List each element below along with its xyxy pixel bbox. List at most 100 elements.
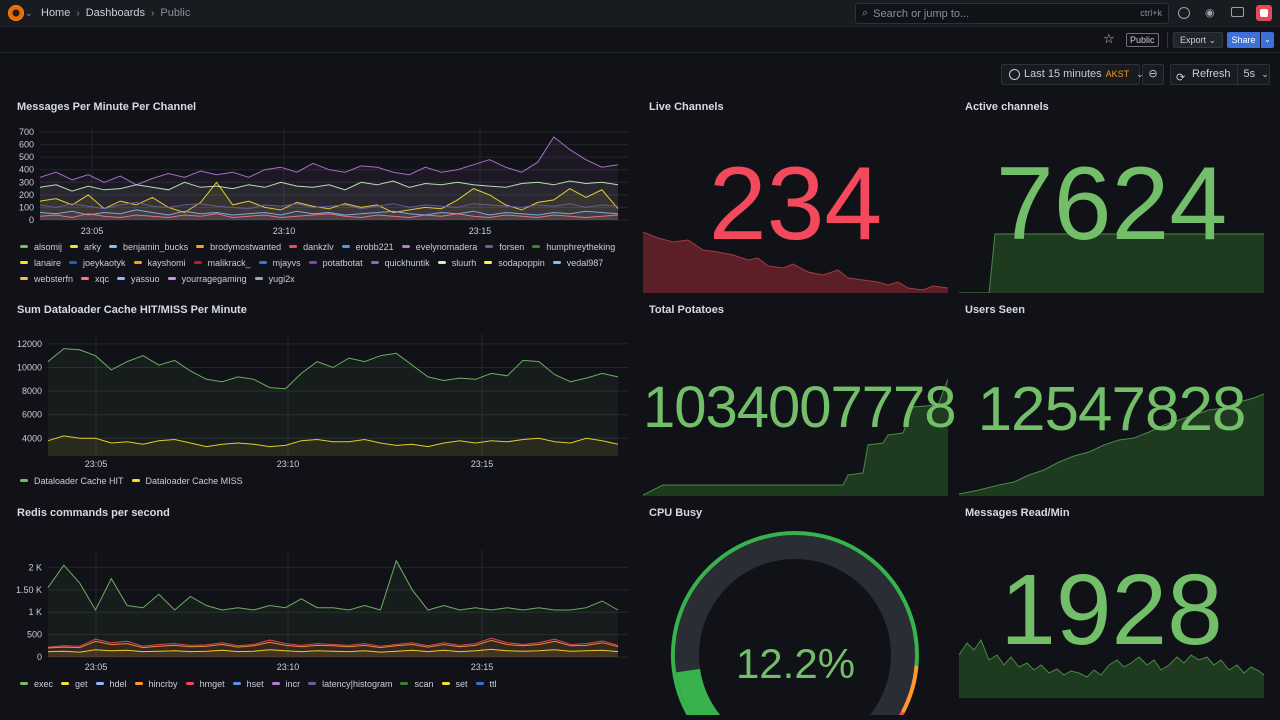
series-line <box>47 637 619 648</box>
panel-title-cpu-busy[interactable]: CPU Busy <box>649 507 703 519</box>
breadcrumb-dashboards[interactable]: Dashboards <box>85 7 146 19</box>
legend-label: get <box>75 678 88 689</box>
messages-read-sparkline <box>959 638 1264 698</box>
time-range-picker[interactable]: Last 15 minutes AKST ⌄ <box>1001 64 1144 85</box>
panel-title-redis[interactable]: Redis commands per second <box>17 507 170 519</box>
chevron-down-icon: ⌄ <box>1136 69 1144 79</box>
legend-item[interactable]: dankzlv <box>289 241 334 252</box>
messages-per-minute-chart[interactable]: 700 600 500 400 300 200 100 0 23:05 23:10 23:15 <box>0 125 630 235</box>
y-tick-label: 2 K <box>28 562 42 572</box>
panel-title-active-channels[interactable]: Active channels <box>965 101 1049 113</box>
grafana-logo-icon[interactable] <box>8 5 24 21</box>
series-area <box>40 209 618 220</box>
legend-item[interactable]: quickhuntik <box>370 257 430 268</box>
legend-item[interactable]: yassuo <box>117 273 160 284</box>
legend-item[interactable]: arky <box>70 241 101 252</box>
legend-swatch <box>258 261 267 264</box>
star-icon[interactable]: ☆ <box>1103 31 1115 46</box>
legend-label: yugi2x <box>268 273 295 284</box>
legend-swatch <box>20 479 28 482</box>
panel-title-dataloader[interactable]: Sum Dataloader Cache HIT/MISS Per Minute <box>17 304 247 316</box>
panel-title-messages-read[interactable]: Messages Read/Min <box>965 507 1070 519</box>
legend-item[interactable]: latency|histogram <box>308 678 392 689</box>
legend-item[interactable]: Dataloader Cache MISS <box>131 475 243 486</box>
series-line <box>39 209 619 216</box>
legend-item[interactable]: yourragegaming <box>167 273 247 284</box>
public-badge: Public <box>1126 33 1159 47</box>
legend-label: yassuo <box>131 273 160 284</box>
legend-item[interactable]: hincrby <box>134 678 178 689</box>
redis-legend: exec get hdel hincrby hmget hset incr latency|h… <box>20 678 620 689</box>
legend-item[interactable]: sluurh <box>437 257 476 268</box>
legend-item[interactable]: joeykaotyk <box>69 257 126 268</box>
legend-label: hincrby <box>148 678 178 689</box>
legend-item[interactable]: set <box>441 678 468 689</box>
legend-swatch <box>271 682 280 685</box>
share-button[interactable]: Share <box>1227 32 1260 48</box>
panel-title-messages[interactable]: Messages Per Minute Per Channel <box>17 101 197 113</box>
legend-label: dankzlv <box>303 241 334 252</box>
share-dropdown-button[interactable]: ⌄ <box>1261 32 1274 48</box>
panel-title-total-potatoes[interactable]: Total Potatoes <box>649 304 724 316</box>
legend-swatch <box>437 261 446 264</box>
active-channels-sparkline <box>959 233 1264 293</box>
legend-label: alsomij <box>34 241 63 252</box>
help-icon[interactable] <box>1178 7 1190 19</box>
series-area <box>48 560 618 657</box>
legend-item[interactable]: ttl <box>475 678 497 689</box>
refresh-button[interactable]: ⟳ Refresh 5s ⌄ <box>1170 64 1270 86</box>
legend-swatch <box>20 277 28 280</box>
legend-item[interactable]: benjamin_bucks <box>109 241 188 252</box>
zoom-out-button[interactable]: ⊖ <box>1142 64 1164 85</box>
active-channels-value: 7624 <box>995 146 1228 262</box>
legend-item[interactable]: Dataloader Cache HIT <box>20 475 124 486</box>
legend-item[interactable]: lanaire <box>20 257 61 268</box>
y-tick-label: 4000 <box>22 433 42 443</box>
x-tick-label: 23:05 <box>85 662 108 672</box>
legend-item[interactable]: brodymostwanted <box>196 241 281 252</box>
panel-title-live-channels[interactable]: Live Channels <box>649 101 724 113</box>
x-tick-label: 23:15 <box>471 662 494 672</box>
legend-item[interactable]: potatbotat <box>308 257 363 268</box>
legend-item[interactable]: sodapoppin <box>484 257 545 268</box>
search-input[interactable]: ⌕ Search or jump to... ctrl+k <box>855 3 1169 24</box>
series-area <box>40 202 618 220</box>
legend-item[interactable]: xqc <box>81 273 109 284</box>
legend-item[interactable]: get <box>61 678 88 689</box>
legend-item[interactable]: humphreytheking <box>532 241 615 252</box>
legend-item[interactable]: incr <box>271 678 300 689</box>
legend-swatch <box>133 261 142 264</box>
legend-item[interactable]: alsomij <box>20 241 62 252</box>
legend-swatch <box>484 261 493 264</box>
users-seen-sparkline <box>959 393 1264 496</box>
kiosk-mode-icon[interactable] <box>1231 7 1244 17</box>
y-tick-label: 1 K <box>28 607 42 617</box>
breadcrumb-separator-icon: › <box>151 7 155 19</box>
legend-swatch <box>341 245 350 248</box>
legend-item[interactable]: mjayvs <box>258 257 301 268</box>
legend-item[interactable]: websterfn <box>20 273 73 284</box>
legend-item[interactable]: vedal987 <box>552 257 603 268</box>
avatar[interactable] <box>1256 5 1272 21</box>
export-button[interactable]: Export ⌄ <box>1173 32 1224 48</box>
legend-item[interactable]: exec <box>20 678 53 689</box>
news-rss-icon[interactable]: ◉ <box>1205 7 1215 19</box>
dataloader-cache-chart[interactable]: 12000 10000 8000 6000 4000 23:05 23:10 23:15 <box>0 328 630 473</box>
legend-item[interactable]: yugi2x <box>254 273 295 284</box>
chevron-down-icon: ⌄ <box>1208 35 1217 45</box>
chevron-down-icon[interactable]: ⌄ <box>25 8 33 18</box>
legend-item[interactable]: hmget <box>185 678 225 689</box>
redis-commands-chart[interactable]: 2 K 1.50 K 1 K 500 0 23:05 23:10 23:15 <box>0 540 630 676</box>
breadcrumb-home[interactable]: Home <box>41 7 71 19</box>
legend-label: quickhuntik <box>384 257 430 268</box>
legend-item[interactable]: erobb221 <box>341 241 394 252</box>
panel-title-users-seen[interactable]: Users Seen <box>965 304 1025 316</box>
legend-item[interactable]: kayshomi <box>133 257 186 268</box>
y-tick-label: 0 <box>29 215 34 225</box>
legend-item[interactable]: hdel <box>95 678 127 689</box>
legend-item[interactable]: evelynomadera <box>401 241 477 252</box>
legend-item[interactable]: hset <box>232 678 264 689</box>
legend-item[interactable]: scan <box>400 678 434 689</box>
legend-item[interactable]: forsen <box>485 241 524 252</box>
legend-item[interactable]: malikrack_ <box>193 257 251 268</box>
